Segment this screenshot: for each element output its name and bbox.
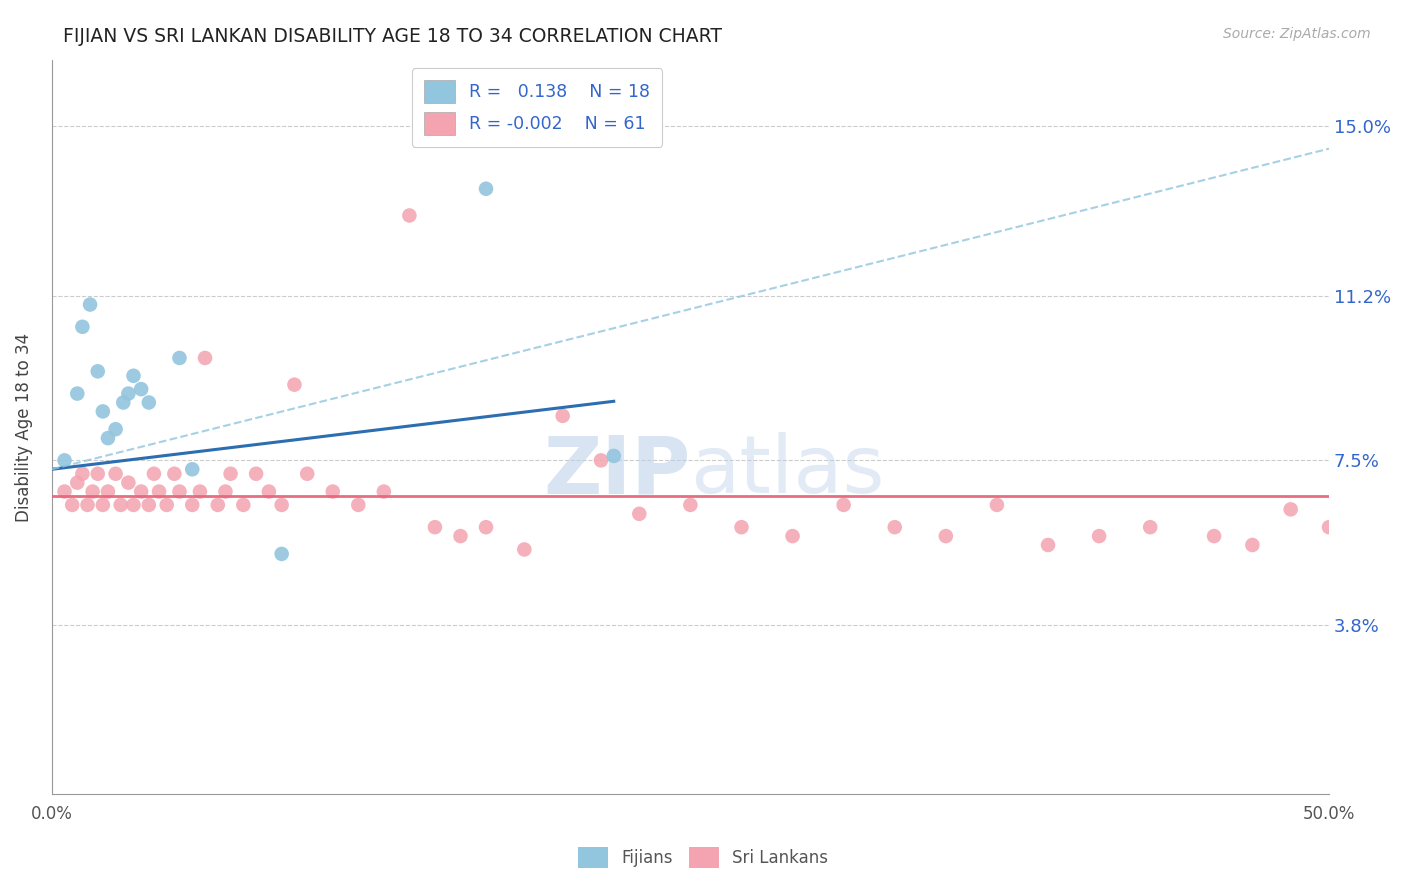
Point [935, 529, 957, 543]
Point [475, 520, 498, 534]
Point [1355, 547, 1378, 561]
Point [782, 529, 804, 543]
Point [66, 475, 89, 490]
Point [986, 498, 1008, 512]
Point [87, 467, 110, 481]
Point [53, 484, 76, 499]
Point [475, 182, 498, 196]
Y-axis label: Disability Age 18 to 34: Disability Age 18 to 34 [15, 333, 32, 522]
Point [104, 467, 127, 481]
Point [163, 467, 186, 481]
Point [513, 542, 536, 557]
Point [97, 431, 120, 445]
Point [169, 351, 191, 365]
Point [1202, 529, 1225, 543]
Point [373, 484, 395, 499]
Point [628, 507, 651, 521]
Point [1395, 556, 1406, 570]
Point [589, 453, 612, 467]
Point [82, 484, 104, 499]
Point [129, 382, 152, 396]
Point [110, 498, 132, 512]
Point [91, 404, 114, 418]
Point [169, 484, 191, 499]
Point [207, 498, 229, 512]
Point [1139, 520, 1161, 534]
Text: Source: ZipAtlas.com: Source: ZipAtlas.com [1223, 27, 1371, 41]
Point [76, 498, 98, 512]
Point [832, 498, 855, 512]
Point [295, 467, 318, 481]
Point [423, 520, 446, 534]
Point [1036, 538, 1059, 552]
Point [270, 498, 292, 512]
Point [91, 498, 114, 512]
Legend: Fijians, Sri Lankans: Fijians, Sri Lankans [571, 840, 835, 875]
Point [129, 484, 152, 499]
Point [117, 386, 139, 401]
Point [138, 395, 160, 409]
Point [156, 498, 179, 512]
Point [398, 209, 420, 223]
Point [883, 520, 905, 534]
Point [232, 498, 254, 512]
Point [219, 467, 242, 481]
Text: atlas: atlas [690, 432, 884, 510]
Point [104, 422, 127, 436]
Point [60, 498, 83, 512]
Point [122, 368, 145, 383]
Point [1088, 529, 1111, 543]
Point [122, 498, 145, 512]
Text: ZIP: ZIP [543, 432, 690, 510]
Point [138, 498, 160, 512]
Point [87, 364, 110, 378]
Legend: R =   0.138    N = 18, R = -0.002    N = 61: R = 0.138 N = 18, R = -0.002 N = 61 [412, 69, 662, 147]
Point [603, 449, 626, 463]
Point [194, 351, 217, 365]
Point [347, 498, 370, 512]
Point [245, 467, 267, 481]
Point [450, 529, 472, 543]
Point [53, 453, 76, 467]
Point [1317, 520, 1340, 534]
Point [79, 297, 101, 311]
Point [181, 462, 204, 476]
Point [112, 395, 135, 409]
Point [1279, 502, 1302, 516]
Text: FIJIAN VS SRI LANKAN DISABILITY AGE 18 TO 34 CORRELATION CHART: FIJIAN VS SRI LANKAN DISABILITY AGE 18 T… [63, 27, 723, 45]
Point [322, 484, 344, 499]
Point [72, 319, 94, 334]
Point [730, 520, 752, 534]
Point [679, 498, 702, 512]
Point [283, 377, 305, 392]
Point [1241, 538, 1264, 552]
Point [270, 547, 292, 561]
Point [142, 467, 165, 481]
Point [148, 484, 170, 499]
Point [97, 484, 120, 499]
Point [551, 409, 574, 423]
Point [181, 498, 204, 512]
Point [188, 484, 211, 499]
Point [257, 484, 280, 499]
Point [72, 467, 94, 481]
Point [66, 386, 89, 401]
Point [117, 475, 139, 490]
Point [214, 484, 236, 499]
